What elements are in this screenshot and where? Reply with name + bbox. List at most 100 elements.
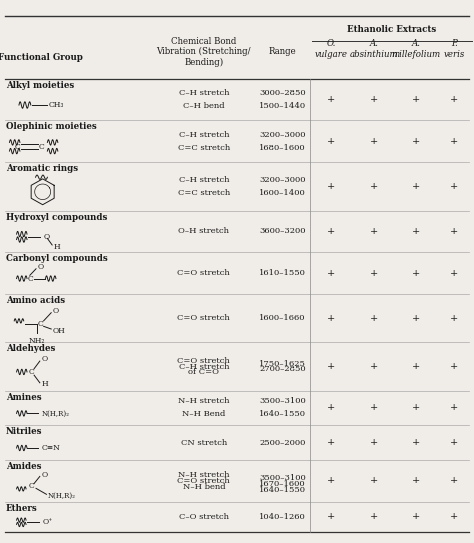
Text: Hydroxyl compounds: Hydroxyl compounds	[6, 212, 107, 222]
Text: +: +	[327, 403, 335, 413]
Text: 3600–3200: 3600–3200	[259, 228, 306, 236]
Text: C=O stretch: C=O stretch	[177, 269, 230, 277]
Text: 1670–1600: 1670–1600	[259, 479, 306, 488]
Text: +: +	[450, 314, 458, 323]
Text: N–H bend: N–H bend	[182, 483, 225, 491]
Text: 3200–3000: 3200–3000	[259, 131, 306, 139]
Text: +: +	[450, 513, 458, 521]
Text: C: C	[28, 368, 34, 376]
Text: +: +	[412, 476, 420, 485]
Text: OH: OH	[52, 327, 65, 334]
Text: +: +	[412, 227, 420, 236]
Text: +: +	[450, 182, 458, 191]
Text: +: +	[327, 137, 335, 146]
Text: C=C stretch: C=C stretch	[178, 144, 230, 152]
Text: C=C stretch: C=C stretch	[178, 189, 230, 197]
Text: O: O	[38, 263, 44, 270]
Text: 1640–1550: 1640–1550	[259, 485, 306, 494]
Text: +: +	[370, 269, 379, 277]
Text: +: +	[412, 269, 420, 277]
Text: 1750–1625: 1750–1625	[259, 359, 306, 368]
Text: O⁺: O⁺	[42, 519, 53, 526]
Text: Ethers: Ethers	[6, 503, 37, 513]
Text: +: +	[327, 269, 335, 277]
Text: C≡N: C≡N	[42, 444, 61, 452]
Text: +: +	[327, 513, 335, 521]
Text: +: +	[370, 362, 379, 371]
Text: N(H,R)₂: N(H,R)₂	[47, 492, 75, 500]
Text: 2500–2000: 2500–2000	[259, 439, 306, 446]
Text: N(H,R)₂: N(H,R)₂	[42, 409, 70, 418]
Text: Functional Group: Functional Group	[0, 53, 83, 62]
Text: C=O stretch: C=O stretch	[177, 477, 230, 485]
Text: O–H stretch: O–H stretch	[178, 228, 229, 236]
Text: Aromatic rings: Aromatic rings	[6, 164, 78, 173]
Text: 1600–1660: 1600–1660	[259, 314, 306, 322]
Text: O: O	[41, 471, 47, 479]
Text: +: +	[327, 362, 335, 371]
Text: Carbonyl compounds: Carbonyl compounds	[6, 254, 108, 263]
Text: O: O	[41, 356, 47, 363]
Text: 3000–2850: 3000–2850	[259, 89, 306, 97]
Text: Amines: Amines	[6, 393, 41, 402]
Text: C–O stretch: C–O stretch	[179, 513, 229, 521]
Text: +: +	[450, 95, 458, 104]
Text: +: +	[412, 137, 420, 146]
Text: +: +	[412, 438, 420, 447]
Text: Alkyl moieties: Alkyl moieties	[6, 81, 74, 90]
Text: N–H Bend: N–H Bend	[182, 411, 226, 419]
Text: O: O	[53, 307, 59, 315]
Text: +: +	[370, 137, 379, 146]
Text: +: +	[450, 362, 458, 371]
Text: +: +	[327, 227, 335, 236]
Text: +: +	[370, 403, 379, 413]
Text: Aldehydes: Aldehydes	[6, 344, 55, 353]
Text: +: +	[370, 513, 379, 521]
Text: 3500–3100: 3500–3100	[259, 397, 306, 406]
Text: 1040–1260: 1040–1260	[259, 513, 306, 521]
Text: +: +	[412, 403, 420, 413]
Text: +: +	[412, 182, 420, 191]
Text: Nitriles: Nitriles	[6, 427, 42, 436]
Text: C–H stretch: C–H stretch	[179, 89, 229, 97]
Text: +: +	[450, 227, 458, 236]
Text: N–H stretch: N–H stretch	[178, 471, 229, 479]
Text: 1600–1400: 1600–1400	[259, 189, 306, 197]
Text: CH₃: CH₃	[48, 101, 64, 109]
Text: C=O stretch: C=O stretch	[177, 314, 230, 322]
Text: +: +	[370, 314, 379, 323]
Text: 2700–2850: 2700–2850	[259, 365, 306, 374]
Text: +: +	[327, 438, 335, 447]
Text: C=O stretch: C=O stretch	[177, 357, 230, 364]
Text: +: +	[412, 513, 420, 521]
Text: A.
millefolium: A. millefolium	[392, 39, 441, 59]
Text: +: +	[370, 227, 379, 236]
Text: 1680–1600: 1680–1600	[259, 144, 306, 152]
Text: C: C	[28, 275, 34, 282]
Text: +: +	[450, 403, 458, 413]
Text: Range: Range	[269, 47, 296, 56]
Text: +: +	[327, 182, 335, 191]
Text: C–H stretch: C–H stretch	[179, 131, 229, 139]
Text: O.
vulgare: O. vulgare	[314, 39, 347, 59]
Text: 3200–3000: 3200–3000	[259, 176, 306, 184]
Text: +: +	[450, 269, 458, 277]
Text: H: H	[53, 243, 60, 251]
Text: 1610–1550: 1610–1550	[259, 269, 306, 277]
Text: C–H stretch: C–H stretch	[179, 363, 229, 370]
Text: +: +	[327, 95, 335, 104]
Text: Ethanolic Extracts: Ethanolic Extracts	[347, 26, 437, 34]
Text: +: +	[450, 137, 458, 146]
Text: P.
veris: P. veris	[444, 39, 465, 59]
Text: +: +	[450, 438, 458, 447]
Text: +: +	[412, 95, 420, 104]
Text: 3500–3100: 3500–3100	[259, 473, 306, 482]
Text: C–H bend: C–H bend	[183, 102, 225, 110]
Text: O: O	[44, 233, 50, 241]
Text: C: C	[28, 482, 34, 490]
Text: +: +	[370, 438, 379, 447]
Text: Amides: Amides	[6, 462, 41, 471]
Text: +: +	[450, 476, 458, 485]
Text: NH₂: NH₂	[29, 337, 45, 345]
Text: Olephinic moieties: Olephinic moieties	[6, 123, 96, 131]
